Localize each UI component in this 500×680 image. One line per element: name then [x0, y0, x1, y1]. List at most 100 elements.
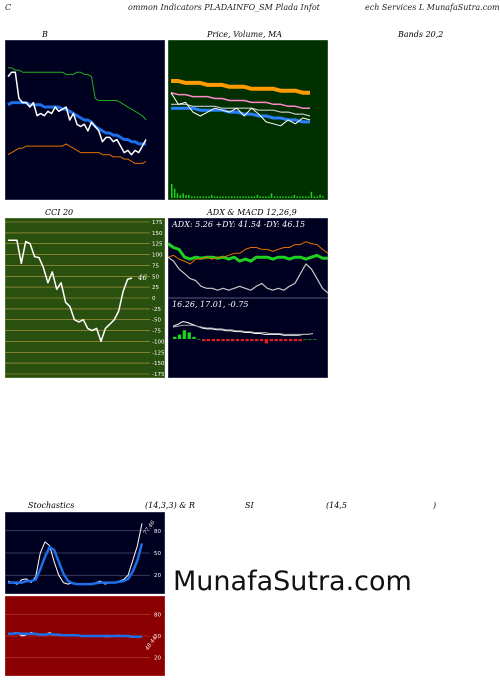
volume-bar: [287, 196, 290, 198]
rsi-title: SI: [245, 501, 254, 510]
cci-tick-label: -125: [152, 350, 165, 356]
cci-last-value: 46: [137, 274, 147, 282]
macd-histogram-bar: [298, 339, 302, 342]
stoch-params: (14,3,3) & R: [145, 501, 195, 510]
macd-histogram-bar: [250, 339, 254, 342]
volume-bar: [171, 184, 173, 198]
macd-background: [168, 298, 328, 378]
macd-histogram-bar: [235, 339, 240, 342]
volume-bar: [302, 196, 304, 198]
volume-bar: [282, 196, 284, 198]
macd-histogram-bar: [216, 339, 220, 342]
volume-bar: [265, 196, 267, 198]
header-title: ommon Indicators PLADAINFO_SM Plada Info…: [128, 3, 320, 12]
rsi-tick-label: 50: [154, 634, 161, 640]
volume-bar: [193, 196, 196, 198]
cci-line: [8, 239, 133, 343]
cci-tick-label: 25: [152, 285, 159, 291]
volume-bar: [276, 196, 278, 198]
macd-histogram-bar: [221, 339, 225, 342]
volume-bar: [208, 196, 210, 198]
volume-bar: [307, 196, 310, 198]
volume-bar: [250, 196, 253, 198]
volume-bar: [253, 196, 256, 198]
macd-histogram-bar: [192, 336, 196, 339]
rsi-close-paren: ): [433, 501, 437, 510]
macd-histogram-bar: [259, 339, 264, 342]
price-volume-chart: [168, 40, 328, 200]
cci-tick-label: 100: [152, 253, 163, 259]
volume-bar: [279, 196, 281, 198]
adx-macd-title: ADX & MACD 12,26,9: [207, 208, 297, 217]
stoch-title: Stochastics: [28, 501, 75, 510]
macd-histogram-bar: [187, 332, 191, 339]
volume-bar: [228, 196, 230, 198]
volume-bar: [219, 196, 221, 198]
macd-histogram-bar: [255, 339, 259, 342]
cci-panel: 175 150 125 100 75 50 25 0 -25 -50 -75 -100 -125 -150…: [5, 218, 165, 378]
macd-histogram-bar: [230, 339, 235, 342]
macd-histogram-bar: [240, 339, 244, 342]
macd-readout: 16.26, 17.01, -0.75: [172, 300, 249, 309]
volume-bar: [316, 196, 318, 198]
macd-histogram-bar: [182, 330, 187, 339]
volume-bar: [199, 196, 201, 198]
volume-bar: [296, 196, 298, 198]
volume-bar: [179, 194, 182, 198]
volume-bar: [310, 191, 313, 198]
macd-histogram-bar: [202, 339, 206, 342]
header-left: C: [5, 3, 12, 12]
adx-chart: [168, 218, 328, 298]
volume-bar: [239, 196, 241, 198]
cci-title: CCI 20: [45, 208, 74, 217]
volume-bar: [222, 196, 224, 198]
volume-bar: [182, 193, 184, 198]
cci-tick-label: -175: [152, 372, 165, 378]
volume-bar: [196, 196, 199, 198]
adx-dy-line: [168, 241, 328, 265]
macd-histogram-bar: [288, 339, 293, 342]
bollinger-title: B: [42, 30, 48, 39]
volume-bar: [259, 196, 261, 198]
volume-bar: [273, 196, 276, 198]
volume-bar: [285, 196, 287, 198]
cci-chart: 175 150 125 100 75 50 25 0 -25 -50 -75 -100 -125 -150…: [5, 218, 165, 378]
rsi-panel: 80 50 20 48.44: [5, 596, 165, 676]
volume-bar: [233, 196, 236, 198]
volume-bar: [230, 196, 233, 198]
price-price-line: [170, 92, 311, 127]
price-volume-background: [168, 40, 328, 200]
macd-histogram-bar: [284, 339, 288, 342]
macd-histogram-bar: [177, 334, 182, 339]
volume-bar: [299, 196, 301, 198]
macd-histogram-bar: [226, 339, 230, 342]
cci-tick-label: -150: [152, 361, 165, 367]
macd-histogram-bar: [308, 339, 312, 340]
volume-bar: [322, 196, 324, 198]
volume-bar: [188, 194, 190, 198]
macd-chart: [168, 298, 328, 378]
rsi-tick-label: 20: [154, 656, 161, 662]
macd-histogram-bar: [197, 339, 201, 340]
price-ma-orange-line: [171, 79, 310, 95]
volume-bar: [270, 193, 273, 198]
volume-bar: [242, 196, 244, 198]
macd-histogram-bar: [206, 339, 211, 342]
stoch-tick-label: 50: [154, 551, 161, 557]
cci-tick-label: -50: [152, 318, 161, 324]
macd-histogram-bar: [264, 339, 269, 344]
bollinger-chart: [5, 40, 165, 200]
macd-histogram-bar: [173, 336, 177, 339]
rsi-ma-line: [8, 631, 142, 638]
cci-tick-label: 50: [152, 274, 159, 280]
macd-panel: [168, 298, 328, 378]
price-ma-blue-line: [171, 106, 310, 124]
bollinger-upper-line: [8, 67, 147, 121]
stochastics-panel: 80 50 20 77.46: [5, 512, 165, 594]
volume-bar: [225, 196, 227, 198]
watermark: MunafaSutra.com: [173, 566, 412, 597]
volume-bar: [319, 194, 321, 198]
adx-adx-line: [168, 256, 328, 294]
